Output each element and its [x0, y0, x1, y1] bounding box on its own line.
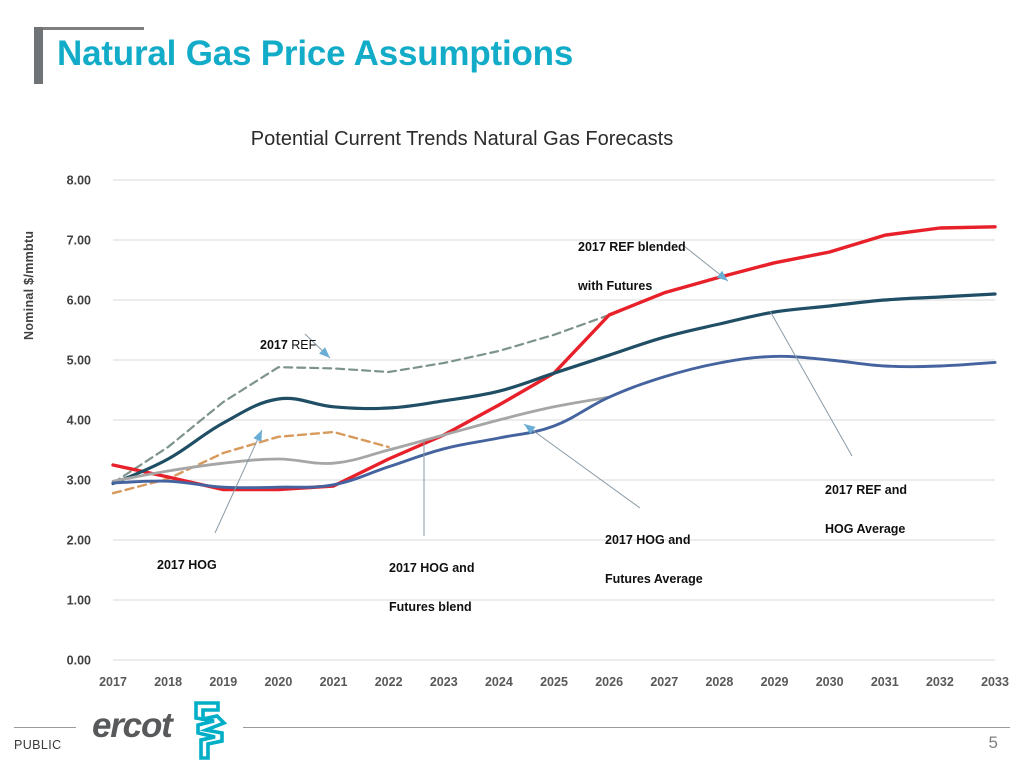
- annotation-line-1: 2017 REF and: [825, 483, 907, 498]
- x-tick-label: 2031: [871, 675, 899, 689]
- x-tick-label: 2019: [209, 675, 237, 689]
- footer-rule-right: [243, 727, 1010, 728]
- series-line: [111, 313, 611, 485]
- leader-ref-arrowhead: [319, 347, 330, 358]
- annotation-line-2: Futures blend: [389, 600, 472, 615]
- y-tick-label: 2.00: [67, 534, 91, 548]
- x-tick-label: 2025: [540, 675, 568, 689]
- annotation-line-2: HOG Average: [825, 522, 906, 537]
- series-line: [111, 430, 390, 495]
- leader-hog: [214, 429, 263, 534]
- x-tick-label: 2033: [981, 675, 1009, 689]
- annotation-line-2: Futures Average: [605, 572, 703, 587]
- y-tick-label: 6.00: [67, 294, 91, 308]
- y-axis-ticks: 0.00 1.00 2.00 3.00 4.00 5.00 6.00 7.00 8.00: [67, 174, 91, 668]
- ercot-lightning-bolt-icon: [194, 701, 228, 760]
- title-accent-left-bar: [34, 27, 43, 84]
- leader-hog-futures-average: [523, 423, 641, 509]
- annotation-ref-label: REF: [291, 338, 317, 353]
- y-tick-label: 7.00: [67, 234, 91, 248]
- ercot-logo-wordmark: ercot: [92, 706, 173, 745]
- data-series: [111, 225, 997, 495]
- annotation-hog-futures-average: 2017 HOG and Futures Average: [605, 512, 703, 609]
- x-tick-label: 2027: [650, 675, 678, 689]
- x-tick-label: 2020: [264, 675, 292, 689]
- leader-ref-hog-average: [769, 310, 853, 457]
- y-tick-label: 8.00: [67, 174, 91, 188]
- title-accent-top-rule: [34, 27, 144, 30]
- y-tick-label: 4.00: [67, 414, 91, 428]
- annotation-ref-blended-futures: 2017 REF blended with Futures: [578, 219, 686, 316]
- annotation-line-1: 2017 HOG: [157, 558, 217, 573]
- leader-ref-blended-futures-arrowhead: [716, 270, 728, 281]
- x-tick-label: 2029: [761, 675, 789, 689]
- series-line: [111, 354, 997, 490]
- annotation-ref-year: 2017: [260, 338, 292, 353]
- annotation-leaders: [214, 245, 853, 536]
- annotation-line-1: 2017 HOG and: [605, 533, 691, 548]
- x-tick-label: 2024: [485, 675, 513, 689]
- x-tick-label: 2032: [926, 675, 954, 689]
- annotation-hog: 2017 HOG: [157, 537, 217, 595]
- annotation-line-1: 2017 REF blended: [578, 240, 686, 255]
- annotation-line-2: with Futures: [578, 279, 653, 294]
- footer-classification: PUBLIC: [14, 738, 62, 752]
- series-line: [111, 395, 611, 483]
- y-tick-label: 5.00: [67, 354, 91, 368]
- line-chart: 0.00 1.00 2.00 3.00 4.00 5.00 6.00 7.00 8.00 201…: [0, 160, 1024, 700]
- y-tick-label: 0.00: [67, 654, 91, 668]
- annotation-hog-futures-blend: 2017 HOG and Futures blend: [389, 540, 474, 637]
- series-line: [111, 292, 997, 486]
- annotation-line-1: 2017 HOG and: [389, 561, 475, 576]
- leader-hog-futures-average-arrowhead: [524, 424, 536, 434]
- x-tick-label: 2022: [375, 675, 403, 689]
- x-tick-label: 2021: [320, 675, 348, 689]
- x-tick-label: 2018: [154, 675, 182, 689]
- page-title: Natural Gas Price Assumptions: [57, 34, 574, 73]
- x-tick-label: 2026: [595, 675, 623, 689]
- series-line: [111, 225, 997, 492]
- footer-page-number: 5: [988, 733, 998, 752]
- footer-rule-left: [14, 727, 76, 728]
- leader-hog-arrowhead: [253, 430, 262, 442]
- annotation-ref: 2017 REF: [260, 317, 316, 356]
- x-axis-ticks: 2017 2018 2019 2020 2021 2022 2023 2024 2025 2026…: [99, 675, 1009, 689]
- grid-lines: [113, 179, 995, 661]
- y-tick-label: 3.00: [67, 474, 91, 488]
- y-tick-label: 1.00: [67, 594, 91, 608]
- x-tick-label: 2017: [99, 675, 127, 689]
- chart-title: Potential Current Trends Natural Gas For…: [250, 128, 674, 150]
- annotation-ref-hog-average: 2017 REF and HOG Average: [825, 462, 907, 559]
- chart-canvas: 0.00 1.00 2.00 3.00 4.00 5.00 6.00 7.00 8.00 201…: [67, 174, 1009, 690]
- x-tick-label: 2023: [430, 675, 458, 689]
- x-tick-label: 2028: [705, 675, 733, 689]
- x-tick-label: 2030: [816, 675, 844, 689]
